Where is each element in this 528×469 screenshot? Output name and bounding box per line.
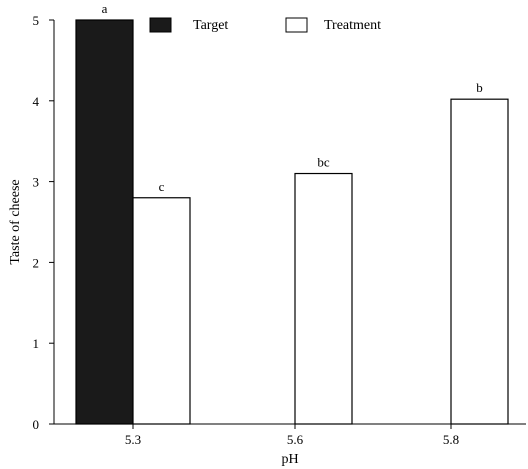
bar-treatment-5-6 bbox=[295, 174, 352, 424]
data-label: b bbox=[476, 80, 483, 95]
bar-target-5-3 bbox=[76, 20, 133, 424]
legend-label-target: Target bbox=[193, 18, 228, 33]
y-ticks: 0 1 2 3 4 5 bbox=[33, 13, 55, 432]
y-axis-label: Taste of cheese bbox=[8, 179, 23, 264]
x-ticks: 5.3 5.6 5.8 bbox=[125, 424, 459, 447]
x-axis-label: pH bbox=[281, 452, 298, 467]
y-tick-label: 5 bbox=[33, 13, 40, 28]
y-tick-label: 1 bbox=[33, 336, 40, 351]
y-tick-label: 2 bbox=[33, 255, 40, 270]
data-label: a bbox=[102, 1, 108, 16]
bar-treatment-5-3 bbox=[133, 198, 190, 424]
legend-swatch-target bbox=[150, 18, 171, 32]
y-tick-label: 0 bbox=[33, 417, 40, 432]
x-tick-label: 5.3 bbox=[125, 432, 141, 447]
legend-label-treatment: Treatment bbox=[324, 18, 381, 33]
data-label: c bbox=[159, 179, 165, 194]
bars-layer bbox=[76, 20, 508, 424]
bar-treatment-5-8 bbox=[451, 99, 508, 424]
legend-swatch-treatment bbox=[286, 18, 307, 32]
legend: Target Treatment bbox=[150, 18, 381, 33]
x-tick-label: 5.8 bbox=[443, 432, 459, 447]
y-tick-label: 3 bbox=[33, 175, 40, 190]
data-label: bc bbox=[317, 155, 330, 170]
x-tick-label: 5.6 bbox=[287, 432, 304, 447]
y-tick-label: 4 bbox=[33, 94, 40, 109]
